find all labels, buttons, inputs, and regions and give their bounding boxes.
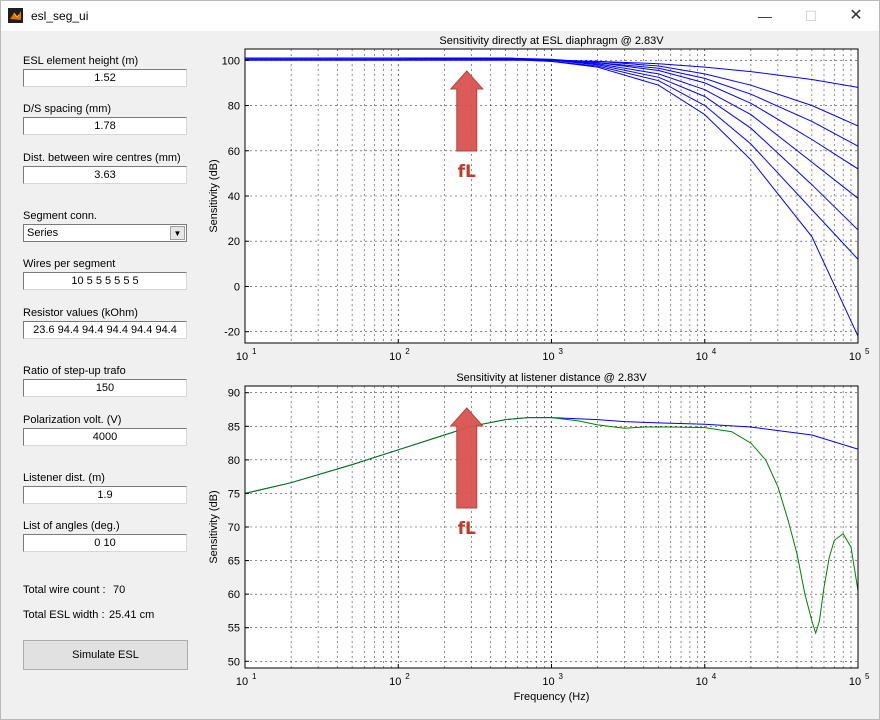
spacing-input[interactable]: [23, 117, 187, 135]
y-tick-label: 20: [228, 236, 240, 248]
angles-input[interactable]: [23, 534, 187, 552]
y-tick-label: 60: [228, 146, 240, 158]
x-tick-exponent: 1: [252, 347, 257, 356]
chart-1: -20 0 20 40 60 80 100 10 1 10 2 10 3 10 4 10 5 Sensitivit…: [208, 35, 870, 363]
wire-dist-label: Dist. between wire centres (mm): [23, 152, 181, 164]
matlab-icon: [8, 8, 23, 23]
resistor-label: Resistor values (kOhm): [23, 307, 138, 319]
x-tick-label: 10: [542, 351, 554, 363]
y-tick-label: 60: [228, 589, 240, 601]
y-tick-label: 80: [228, 455, 240, 467]
height-input[interactable]: [23, 69, 187, 87]
annotation-arrow-icon: [449, 407, 484, 509]
angles-label: List of angles (deg.): [23, 520, 120, 532]
series-line-1: [245, 59, 858, 88]
y-tick-label: 90: [228, 388, 240, 400]
polarization-input[interactable]: [23, 428, 187, 446]
y-tick-label: 85: [228, 421, 240, 433]
figure-area: ESL element height (m) D/S spacing (mm) …: [1, 31, 879, 719]
y-tick-label: 65: [228, 556, 240, 568]
series-line-8: [245, 57, 858, 337]
y-axis-label: Sensitivity (dB): [208, 490, 220, 563]
annotation-label: fL: [458, 162, 476, 182]
x-tick-label: 10: [389, 676, 401, 688]
height-label: ESL element height (m): [23, 55, 139, 67]
listener-label: Listener dist. (m): [23, 472, 105, 484]
x-tick-exponent: 2: [405, 347, 410, 356]
chart-2: 50 55 60 65 70 75 80 85 90 10 1 10 2 10 3 10 4 10 5 Sensiti…: [208, 372, 870, 703]
wire-dist-input[interactable]: [23, 166, 187, 184]
y-tick-label: 75: [228, 488, 240, 500]
listener-input[interactable]: [23, 486, 187, 504]
total-wire-label: Total wire count :: [23, 584, 106, 596]
y-tick-label: 80: [228, 101, 240, 113]
y-tick-label: 40: [228, 191, 240, 203]
y-tick-label: 55: [228, 623, 240, 635]
simulate-button[interactable]: Simulate ESL: [23, 640, 188, 670]
total-width-label: Total ESL width :: [23, 609, 105, 621]
resistor-input[interactable]: [23, 321, 187, 339]
title-bar: esl_seg_ui — ☐ ✕: [1, 1, 879, 31]
x-tick-exponent: 4: [712, 672, 717, 681]
y-tick-label: -20: [224, 327, 240, 339]
total-wire-value: 70: [113, 584, 126, 596]
total-width-value: 25.41 cm: [109, 609, 155, 621]
x-tick-label: 10: [389, 351, 401, 363]
annotation-arrow-icon: [449, 70, 484, 152]
x-tick-exponent: 3: [559, 672, 564, 681]
close-button[interactable]: ✕: [849, 7, 863, 24]
x-tick-label: 10: [849, 676, 861, 688]
x-tick-label: 10: [236, 351, 248, 363]
x-tick-exponent: 4: [712, 347, 717, 356]
window-title: esl_seg_ui: [31, 9, 89, 23]
x-tick-label: 10: [696, 676, 708, 688]
segment-value: Series: [27, 227, 59, 239]
y-tick-label: 70: [228, 522, 240, 534]
y-axis-label: Sensitivity (dB): [208, 159, 220, 232]
wires-input[interactable]: [23, 272, 187, 290]
x-tick-label: 10: [236, 676, 248, 688]
x-tick-label: 10: [849, 351, 861, 363]
segment-dropdown[interactable]: Series ▼: [23, 224, 187, 242]
x-tick-label: 10: [696, 351, 708, 363]
series-line-6: [245, 57, 858, 231]
chart-title: Sensitivity at listener distance @ 2.83V: [456, 372, 647, 384]
chart-title: Sensitivity directly at ESL diaphragm @ …: [439, 35, 664, 47]
x-tick-exponent: 3: [559, 347, 564, 356]
annotation-label: fL: [458, 519, 476, 539]
polarization-label: Polarization volt. (V): [23, 414, 122, 426]
maximize-button[interactable]: ☐: [804, 8, 818, 24]
spacing-label: D/S spacing (mm): [23, 103, 112, 115]
y-tick-label: 100: [222, 55, 240, 67]
y-tick-label: 50: [228, 656, 240, 668]
x-tick-exponent: 5: [865, 672, 870, 681]
ratio-label: Ratio of step-up trafo: [23, 365, 126, 377]
wires-label: Wires per segment: [23, 258, 116, 270]
ratio-input[interactable]: [23, 379, 187, 397]
y-tick-label: 0: [234, 281, 240, 293]
minimize-button[interactable]: —: [758, 8, 772, 24]
x-tick-exponent: 5: [865, 347, 870, 356]
chevron-down-icon[interactable]: ▼: [170, 226, 185, 240]
segment-label: Segment conn.: [23, 210, 97, 222]
x-axis-label: Frequency (Hz): [514, 691, 590, 703]
x-tick-exponent: 1: [252, 672, 257, 681]
plots-canvas: -20 0 20 40 60 80 100 10 1 10 2 10 3 10 4 10 5 Sensitivit…: [208, 35, 870, 703]
x-tick-exponent: 2: [405, 672, 410, 681]
x-tick-label: 10: [542, 676, 554, 688]
series-line-3: [245, 58, 858, 147]
